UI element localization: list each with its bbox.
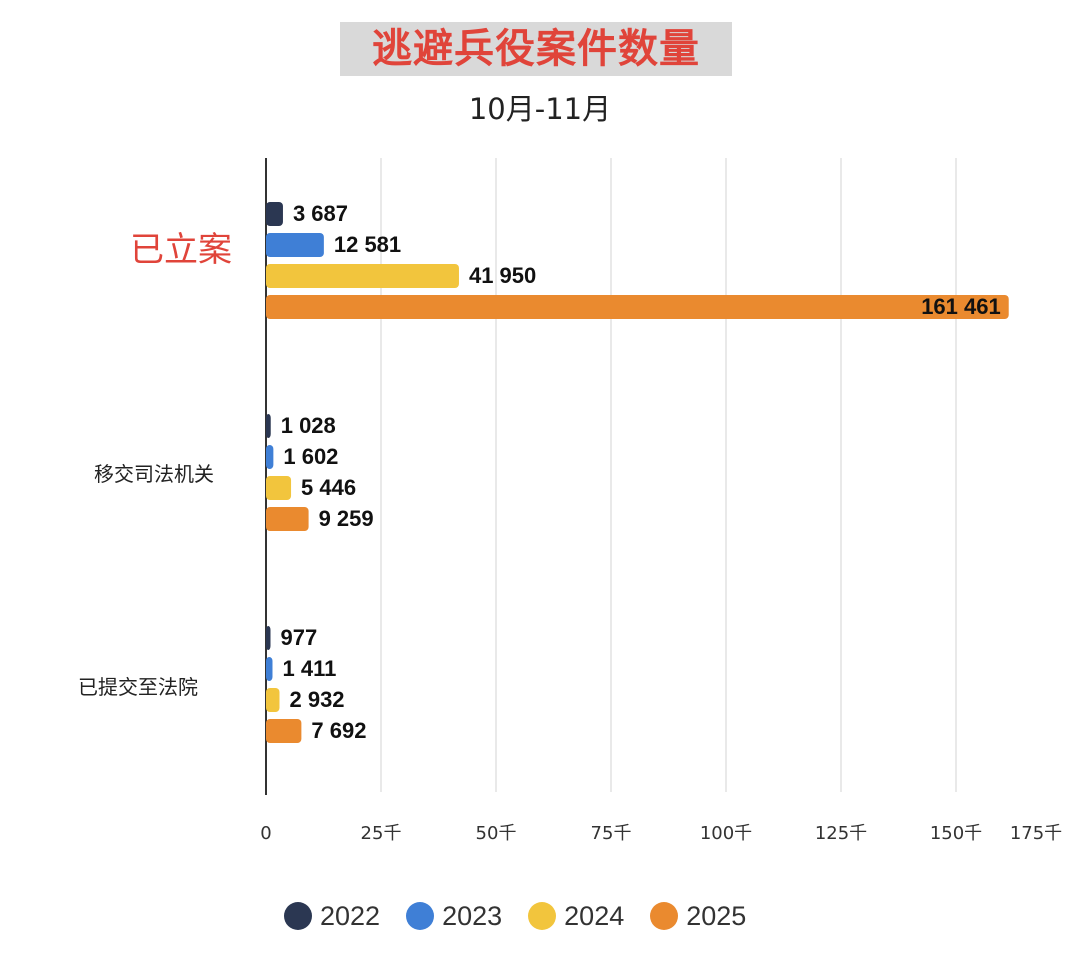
bar-chart: 0 25千 50千 75千 100千 125千 150千 175千 已立案移交司法机关已提交至法… bbox=[78, 158, 1062, 844]
data-label-2023-0: 12 581 bbox=[334, 232, 401, 257]
x-tick-label-3: 75千 bbox=[591, 823, 632, 844]
bar-2025-1 bbox=[266, 507, 309, 531]
legend-item-2025: 2025 bbox=[650, 901, 746, 932]
x-tick-label-6: 150千 bbox=[930, 823, 982, 844]
legend-item-2022: 2022 bbox=[284, 901, 380, 932]
data-label-2025-1: 9 259 bbox=[319, 506, 374, 531]
bar-2022-0 bbox=[266, 202, 283, 226]
legend-swatch-2025 bbox=[650, 902, 679, 930]
legend-swatch-2023 bbox=[406, 902, 435, 930]
legend-swatch-2022 bbox=[284, 902, 312, 930]
bar-2023-0 bbox=[266, 233, 324, 257]
data-label-2024-0: 41 950 bbox=[469, 263, 536, 288]
x-tick-label-1: 25千 bbox=[361, 823, 402, 844]
data-label-2022-2: 977 bbox=[280, 625, 317, 650]
bar-2024-2 bbox=[266, 688, 280, 712]
bar-2024-0 bbox=[266, 264, 459, 288]
data-label-2023-2: 1 411 bbox=[282, 656, 336, 681]
category-label-1: 移交司法机关 bbox=[94, 462, 214, 486]
data-label-2024-2: 2 932 bbox=[289, 687, 344, 712]
bar-2025-0 bbox=[266, 295, 1009, 319]
category-label-0: 已立案 bbox=[130, 230, 232, 270]
legend-label-2023: 2023 bbox=[442, 900, 503, 931]
bar-2022-1 bbox=[266, 414, 271, 438]
x-tick-label-0: 0 bbox=[260, 823, 271, 844]
bar-2025-2 bbox=[266, 719, 302, 743]
legend-label-2022: 2022 bbox=[320, 900, 381, 931]
chart-title: 逃避兵役案件数量 bbox=[372, 26, 700, 72]
bar-2023-1 bbox=[266, 445, 274, 469]
data-label-2025-0: 161 461 bbox=[921, 294, 1001, 319]
legend-item-2024: 2024 bbox=[528, 901, 624, 932]
data-label-2023-1: 1 602 bbox=[283, 444, 338, 469]
x-tick-label-5: 125千 bbox=[815, 823, 867, 844]
bar-2023-2 bbox=[266, 657, 273, 681]
category-label-2: 已提交至法院 bbox=[78, 675, 198, 699]
bar-2022-2 bbox=[266, 626, 271, 650]
legend-label-2024: 2024 bbox=[564, 900, 625, 931]
data-label-2025-2: 7 692 bbox=[311, 718, 366, 743]
legend-swatch-2024 bbox=[528, 902, 557, 930]
bar-2024-1 bbox=[266, 476, 292, 500]
x-tick-label-7: 175千 bbox=[1010, 823, 1062, 844]
legend-label-2025: 2025 bbox=[686, 900, 747, 931]
title-banner: 逃避兵役案件数量 bbox=[340, 22, 732, 76]
data-label-2022-1: 1 028 bbox=[281, 413, 336, 438]
data-label-2022-0: 3 687 bbox=[293, 201, 348, 226]
data-label-2024-1: 5 446 bbox=[301, 475, 356, 500]
x-tick-label-2: 50千 bbox=[476, 823, 517, 844]
legend-item-2023: 2023 bbox=[406, 901, 502, 932]
x-tick-label-4: 100千 bbox=[700, 823, 752, 844]
legend: 2022 2023 2024 2025 bbox=[284, 896, 772, 936]
chart-subtitle: 10月-11月 bbox=[468, 92, 612, 126]
